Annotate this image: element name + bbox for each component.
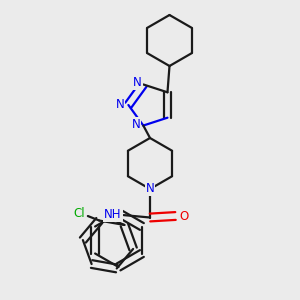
Text: N: N bbox=[131, 118, 140, 130]
Text: N: N bbox=[146, 182, 154, 196]
Text: O: O bbox=[180, 209, 189, 223]
Text: N: N bbox=[133, 76, 142, 89]
Text: Cl: Cl bbox=[73, 206, 85, 220]
Text: N: N bbox=[116, 98, 124, 112]
Text: NH: NH bbox=[104, 208, 122, 221]
